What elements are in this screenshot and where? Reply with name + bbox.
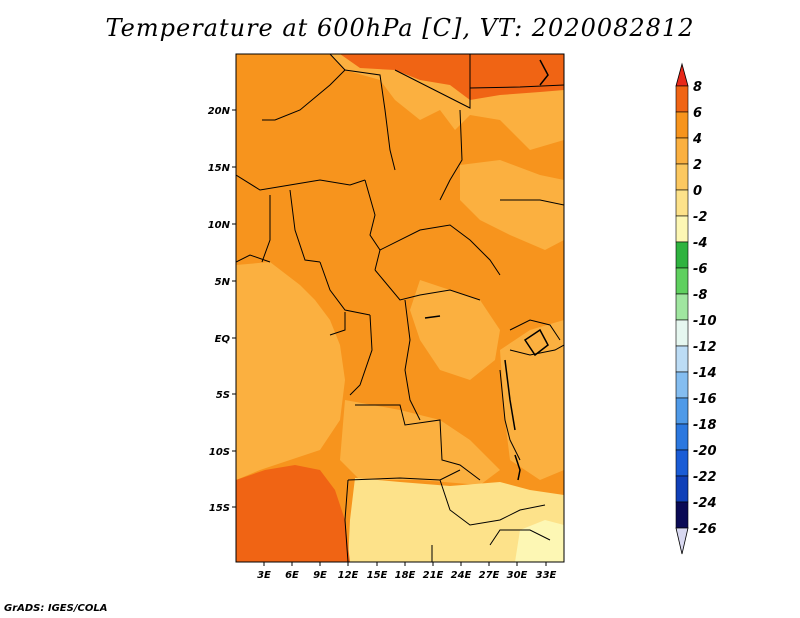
credit-text: GrADS: IGES/COLA (4, 603, 108, 614)
lon-label: 18E (395, 570, 416, 581)
colorbar-label: -4 (693, 236, 707, 251)
colorbar-swatch (675, 371, 689, 399)
colorbar-label: -10 (693, 314, 717, 329)
temperature-field-deep-orange-sw (236, 465, 350, 562)
colorbar-swatch (675, 319, 689, 347)
colorbar-label: -2 (693, 210, 707, 225)
colorbar-swatch (675, 163, 689, 191)
colorbar-swatch (675, 397, 689, 425)
chart-title: Temperature at 600hPa [C], VT: 202008281… (105, 14, 695, 42)
colorbar-swatch (675, 241, 689, 269)
lon-label: 12E (338, 570, 359, 581)
lat-label: EQ (215, 334, 231, 345)
colorbar-top-arrow (675, 62, 689, 87)
colorbar-swatch (675, 423, 689, 451)
lon-label: 6E (285, 570, 299, 581)
colorbar-swatch (675, 85, 689, 113)
colorbar: 8 6 4 2 0 -2 -4 -6 -8 -10 -12 -14 -16 -1… (675, 62, 717, 555)
lat-label: 10S (209, 447, 230, 458)
colorbar-label: -20 (693, 444, 717, 459)
lon-label: 33E (536, 570, 557, 581)
colorbar-swatch (675, 267, 689, 295)
colorbar-label: 2 (693, 158, 702, 173)
lat-axis: 20N 15N 10N 5N EQ 5S 10S 15S (208, 106, 236, 514)
colorbar-label: -16 (693, 392, 717, 407)
colorbar-swatch (675, 137, 689, 165)
colorbar-swatch (675, 449, 689, 477)
colorbar-label: -8 (693, 288, 707, 303)
temperature-field-light-orange-south (340, 400, 500, 485)
lon-label: 15E (367, 570, 388, 581)
temperature-field-yellow (348, 478, 564, 562)
map-frame (235, 53, 565, 563)
colorbar-label: 4 (692, 132, 702, 147)
lat-label: 5S (216, 390, 230, 401)
colorbar-label: -26 (693, 522, 717, 537)
lon-label: 21E (423, 570, 444, 581)
lon-label: 3E (257, 570, 271, 581)
colorbar-bottom-arrow (675, 527, 689, 555)
temperature-field-light-orange-east (410, 280, 500, 380)
lon-label: 24E (451, 570, 472, 581)
colorbar-swatch (675, 475, 689, 503)
colorbar-label: -18 (693, 418, 717, 433)
temperature-field-deep-orange-north (340, 54, 564, 100)
lon-label: 27E (479, 570, 500, 581)
lat-label: 20N (208, 106, 231, 117)
colorbar-swatch (675, 189, 689, 217)
lon-label: 30E (507, 570, 528, 581)
colorbar-label: -14 (693, 366, 717, 381)
temperature-field-light-orange-sahel (460, 160, 564, 250)
colorbar-label: -22 (693, 470, 717, 485)
colorbar-label: 6 (693, 106, 702, 121)
lon-label: 9E (313, 570, 327, 581)
lat-label: 15S (209, 503, 230, 514)
temperature-field-light-orange-west (236, 262, 345, 480)
colorbar-label: -6 (693, 262, 707, 277)
lake-outlines (424, 59, 549, 481)
lon-axis: 3E 6E 9E 12E 15E 18E 21E 24E 27E 30E 33E (257, 562, 557, 581)
colorbar-label: -24 (693, 496, 717, 511)
colorbar-label: 8 (693, 80, 702, 95)
temperature-field-light-orange-se (500, 320, 564, 480)
lat-label: 5N (215, 277, 231, 288)
colorbar-label: 0 (693, 184, 702, 199)
country-borders (236, 54, 564, 562)
map-plot-area (235, 53, 565, 563)
colorbar-label: -12 (693, 340, 717, 355)
lat-label: 10N (208, 220, 231, 231)
colorbar-swatch (675, 111, 689, 139)
colorbar-swatch (675, 293, 689, 321)
colorbar-swatch (675, 345, 689, 373)
colorbar-swatch (675, 501, 689, 529)
colorbar-swatch (675, 215, 689, 243)
lat-label: 15N (208, 163, 231, 174)
